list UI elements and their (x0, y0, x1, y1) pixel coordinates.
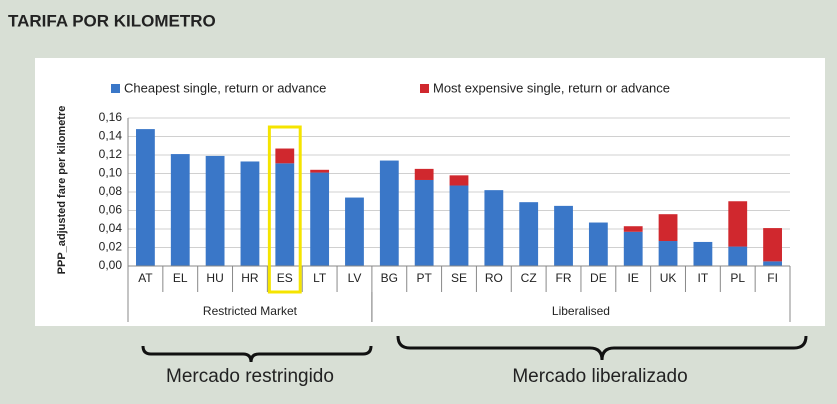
brace (141, 345, 373, 363)
bar-segment (728, 246, 748, 266)
slide-title: TARIFA POR KILOMETRO (8, 11, 216, 30)
bar-segment (658, 214, 678, 242)
bar-segment (240, 161, 260, 266)
brace (396, 335, 808, 361)
bar-segment (310, 169, 330, 173)
x-tick-label: HR (241, 271, 259, 285)
bar-segment (658, 241, 678, 266)
y-tick-label: 0,16 (99, 110, 123, 124)
x-tick-label: IT (698, 271, 709, 285)
bar-segment (345, 197, 364, 266)
bar-segment (275, 148, 295, 164)
x-tick-label: FI (767, 271, 778, 285)
bar-segment (170, 154, 190, 266)
legend-swatch (111, 84, 120, 93)
x-tick-label: ES (277, 271, 293, 285)
x-tick-label: LV (348, 271, 362, 285)
legend-label: Most expensive single, return or advance (433, 80, 670, 95)
y-tick-label: 0,12 (99, 147, 123, 161)
bar-segment (449, 185, 469, 266)
y-tick-label: 0,02 (99, 240, 123, 254)
bar-segment (379, 160, 399, 266)
x-tick-label: FR (556, 271, 572, 285)
bar-segment (588, 222, 608, 266)
bar-segment (728, 201, 748, 247)
x-tick-label: UK (660, 271, 677, 285)
bar-segment (623, 231, 643, 266)
x-tick-label: SE (451, 271, 467, 285)
y-tick-label: 0,00 (99, 258, 123, 272)
annotation: Mercado liberalizado (512, 366, 687, 387)
legend-swatch (420, 84, 429, 93)
bar-segment (484, 190, 504, 266)
bar-segment (205, 155, 225, 266)
y-axis-label: PPP_adjusted fare per kilometre (56, 106, 68, 275)
y-tick-label: 0,08 (99, 184, 123, 198)
bar-segment (763, 261, 782, 266)
y-tick-label: 0,10 (99, 166, 123, 180)
x-tick-label: HU (206, 271, 223, 285)
x-tick-label: RO (485, 271, 503, 285)
y-tick-label: 0,06 (99, 203, 123, 217)
bar-segment (414, 168, 434, 180)
bar-segment (310, 172, 330, 266)
highlight-box (267, 125, 302, 294)
x-tick-label: BG (381, 271, 398, 285)
x-tick-label: IE (628, 271, 639, 285)
legend-label: Cheapest single, return or advance (124, 80, 326, 95)
x-tick-label: EL (173, 271, 188, 285)
x-tick-label: LT (313, 271, 327, 285)
bar-segment (554, 205, 573, 266)
bar-segment (763, 228, 782, 262)
bar-segment (449, 175, 469, 186)
bar-segment (275, 163, 295, 266)
bar-segment (623, 226, 643, 232)
bar-segment (519, 202, 539, 266)
group-label: Liberalised (552, 304, 610, 318)
group-label: Restricted Market (203, 304, 298, 318)
x-tick-label: AT (138, 271, 153, 285)
x-tick-label: PT (416, 271, 432, 285)
x-tick-label: PL (730, 271, 745, 285)
bar-segment (693, 241, 713, 266)
y-tick-label: 0,04 (99, 221, 123, 235)
y-tick-label: 0,14 (99, 129, 123, 143)
x-tick-label: CZ (521, 271, 537, 285)
annotation: Mercado restringido (166, 366, 334, 387)
bar-segment (414, 179, 434, 266)
bar-segment (136, 129, 155, 266)
x-tick-label: DE (590, 271, 607, 285)
